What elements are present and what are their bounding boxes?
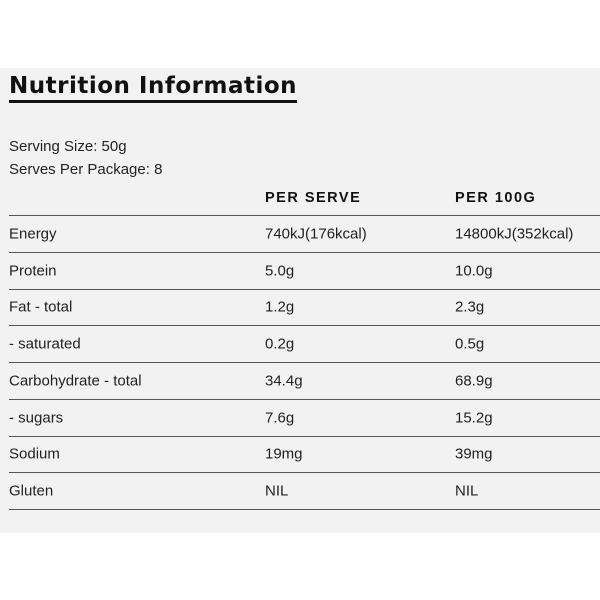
nutrient-name: Gluten — [9, 482, 54, 500]
per-100g-value: 39mg — [455, 445, 493, 463]
per-100g-value: 2.3g — [455, 298, 485, 316]
table-row: Protein 5.0g 10.0g — [9, 253, 600, 290]
nutrient-name: Protein — [9, 262, 57, 280]
per-serve-value: 1.2g — [265, 298, 295, 316]
table-header-row: PER SERVE PER 100G — [9, 180, 600, 216]
per-serve-value: 34.4g — [265, 372, 303, 390]
table-row: Gluten NIL NIL — [9, 473, 600, 510]
per-100g-value: 15.2g — [455, 409, 493, 427]
per-serve-value: 0.2g — [265, 335, 295, 353]
table-row: Energy 740kJ(176kcal) 14800kJ(352kcal) — [9, 216, 600, 253]
per-serve-value: 5.0g — [265, 262, 295, 280]
per-100g-value: 0.5g — [455, 335, 485, 353]
per-serve-value: 740kJ(176kcal) — [265, 225, 367, 243]
table-row: Sodium 19mg 39mg — [9, 437, 600, 474]
serves-per-package: Serves Per Package: 8 — [9, 161, 163, 178]
per-serve-value: 7.6g — [265, 409, 295, 427]
table-row: - saturated 0.2g 0.5g — [9, 326, 600, 363]
table-row: Carbohydrate - total 34.4g 68.9g — [9, 363, 600, 400]
nutrition-table: PER SERVE PER 100G Energy 740kJ(176kcal)… — [9, 180, 600, 510]
per-100g-value: 10.0g — [455, 262, 493, 280]
per-100g-value: 68.9g — [455, 372, 493, 390]
column-header-per-serve: PER SERVE — [265, 189, 362, 206]
page-title: Nutrition Information — [9, 73, 298, 103]
per-100g-value: 14800kJ(352kcal) — [455, 225, 574, 243]
table-row: Fat - total 1.2g 2.3g — [9, 290, 600, 327]
column-header-per-100g: PER 100G — [455, 189, 537, 206]
nutrient-name: Energy — [9, 225, 57, 243]
per-serve-value: NIL — [265, 482, 289, 500]
nutrition-panel — [0, 68, 600, 533]
serving-size: Serving Size: 50g — [9, 138, 127, 155]
table-row: - sugars 7.6g 15.2g — [9, 400, 600, 437]
per-100g-value: NIL — [455, 482, 479, 500]
nutrient-name: - sugars — [9, 409, 64, 427]
nutrient-name: Carbohydrate - total — [9, 372, 142, 390]
per-serve-value: 19mg — [265, 445, 303, 463]
nutrient-name: Fat - total — [9, 298, 73, 316]
nutrient-name: Sodium — [9, 445, 60, 463]
nutrient-name: - saturated — [9, 335, 81, 353]
